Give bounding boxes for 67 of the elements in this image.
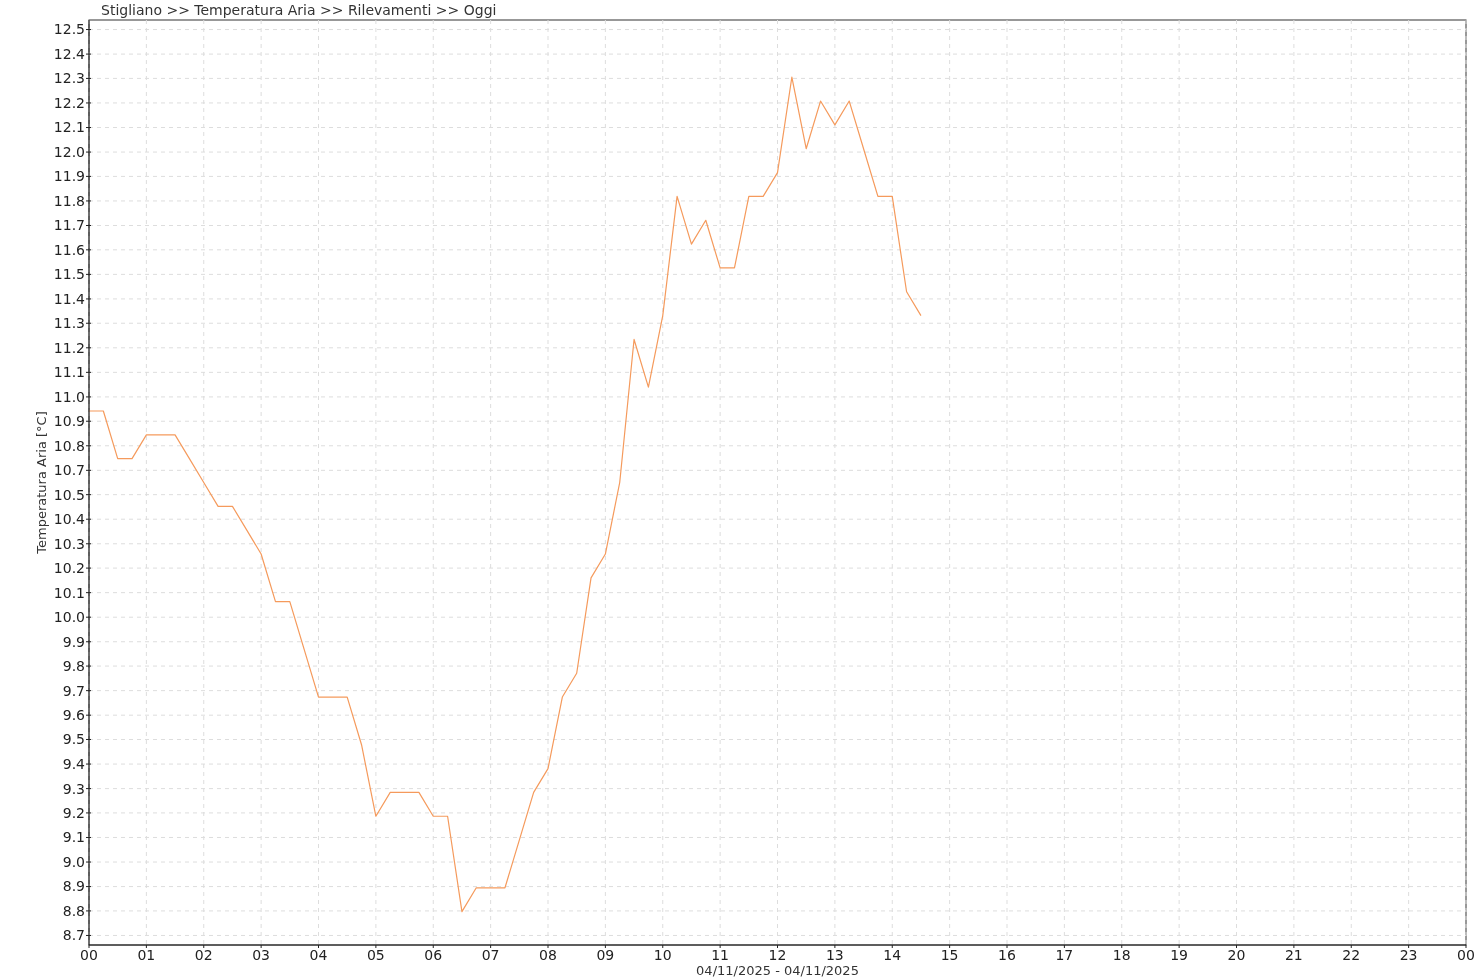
y-tick-label: 11.4: [53, 290, 86, 307]
x-tick-label: 12: [768, 947, 787, 963]
y-tick-label: 9.3: [62, 780, 85, 797]
y-tick-label: 10.1: [53, 584, 85, 601]
x-tick-label: 09: [596, 947, 615, 963]
y-tick-label: 12.1: [53, 119, 85, 136]
x-tick-label: 10: [653, 947, 672, 963]
y-tick-label: 12.0: [53, 143, 85, 160]
y-tick-label: 9.9: [62, 633, 85, 650]
y-tick-label: 10.5: [53, 486, 85, 503]
x-tick-label: 08: [539, 947, 557, 963]
x-tick-label: 05: [366, 947, 385, 963]
x-tick-label: 22: [1342, 947, 1361, 963]
x-tick-label: 01: [137, 947, 156, 963]
y-tick-label: 11.2: [53, 339, 85, 356]
x-tick-label: 20: [1227, 947, 1246, 963]
y-tick-label: 10.8: [53, 437, 85, 454]
y-tick-label: 10.9: [53, 413, 85, 430]
y-tick-label: 12.3: [53, 70, 85, 87]
x-tick-label: 06: [424, 947, 443, 963]
y-tick-label: 11.9: [53, 168, 85, 185]
y-tick-label: 12.2: [53, 94, 85, 111]
x-tick-label: 14: [883, 947, 902, 963]
y-tick-label: 8.8: [62, 902, 85, 919]
y-tick-label: 11.8: [53, 192, 85, 209]
y-tick-label: 11.5: [53, 266, 85, 283]
y-tick-label: 11.0: [53, 388, 85, 405]
y-tick-label: 12.5: [53, 21, 85, 38]
x-tick-label: 21: [1284, 947, 1303, 963]
x-tick-label: 15: [940, 947, 959, 963]
y-tick-label: 9.8: [62, 657, 85, 674]
x-tick-label: 11: [711, 947, 730, 963]
y-tick-label: 9.4: [62, 755, 86, 772]
y-tick-label: 12.4: [53, 45, 86, 62]
x-tick-label: 07: [481, 947, 500, 963]
y-tick-label: 9.7: [62, 682, 85, 699]
y-tick-label: 11.3: [53, 315, 85, 332]
x-tick-label: 16: [998, 947, 1016, 963]
x-tick-label: 13: [825, 947, 844, 963]
x-tick-label: 23: [1399, 947, 1418, 963]
chart-title: Stigliano >> Temperatura Aria >> Rilevamenti >> Oggi: [101, 2, 497, 18]
y-tick-label: 11.1: [53, 364, 85, 381]
x-axis-title: 04/11/2025 - 04/11/2025: [696, 963, 859, 978]
y-tick-label: 9.1: [62, 829, 85, 846]
y-tick-label: 9.6: [62, 707, 86, 724]
y-tick-label: 10.2: [53, 559, 85, 576]
x-tick-label: 00: [1457, 947, 1475, 963]
y-tick-label: 11.6: [53, 241, 86, 258]
y-tick-label: 8.9: [62, 878, 85, 895]
y-tick-label: 10.3: [53, 535, 85, 552]
line-series: [88, 76, 922, 913]
x-tick-label: 18: [1112, 947, 1131, 963]
x-tick-label: 04: [309, 947, 328, 963]
y-tick-label: 11.7: [53, 217, 85, 234]
y-tick-label: 10.4: [53, 511, 86, 528]
y-tick-label: 10.7: [53, 462, 85, 479]
y-axis-title: Temperatura Aria [°C]: [34, 411, 49, 555]
x-tick-label: 17: [1055, 947, 1074, 963]
x-tick-label: 02: [194, 947, 213, 963]
y-tick-label: 9.5: [62, 731, 85, 748]
y-tick-label: 10.0: [53, 609, 85, 626]
y-tick-label: 9.0: [62, 853, 85, 870]
x-tick-label: 19: [1170, 947, 1189, 963]
y-tick-label: 8.7: [62, 927, 85, 944]
x-tick-label: 03: [252, 947, 271, 963]
y-tick-label: 9.2: [62, 804, 85, 821]
x-tick-label: 00: [80, 947, 98, 963]
